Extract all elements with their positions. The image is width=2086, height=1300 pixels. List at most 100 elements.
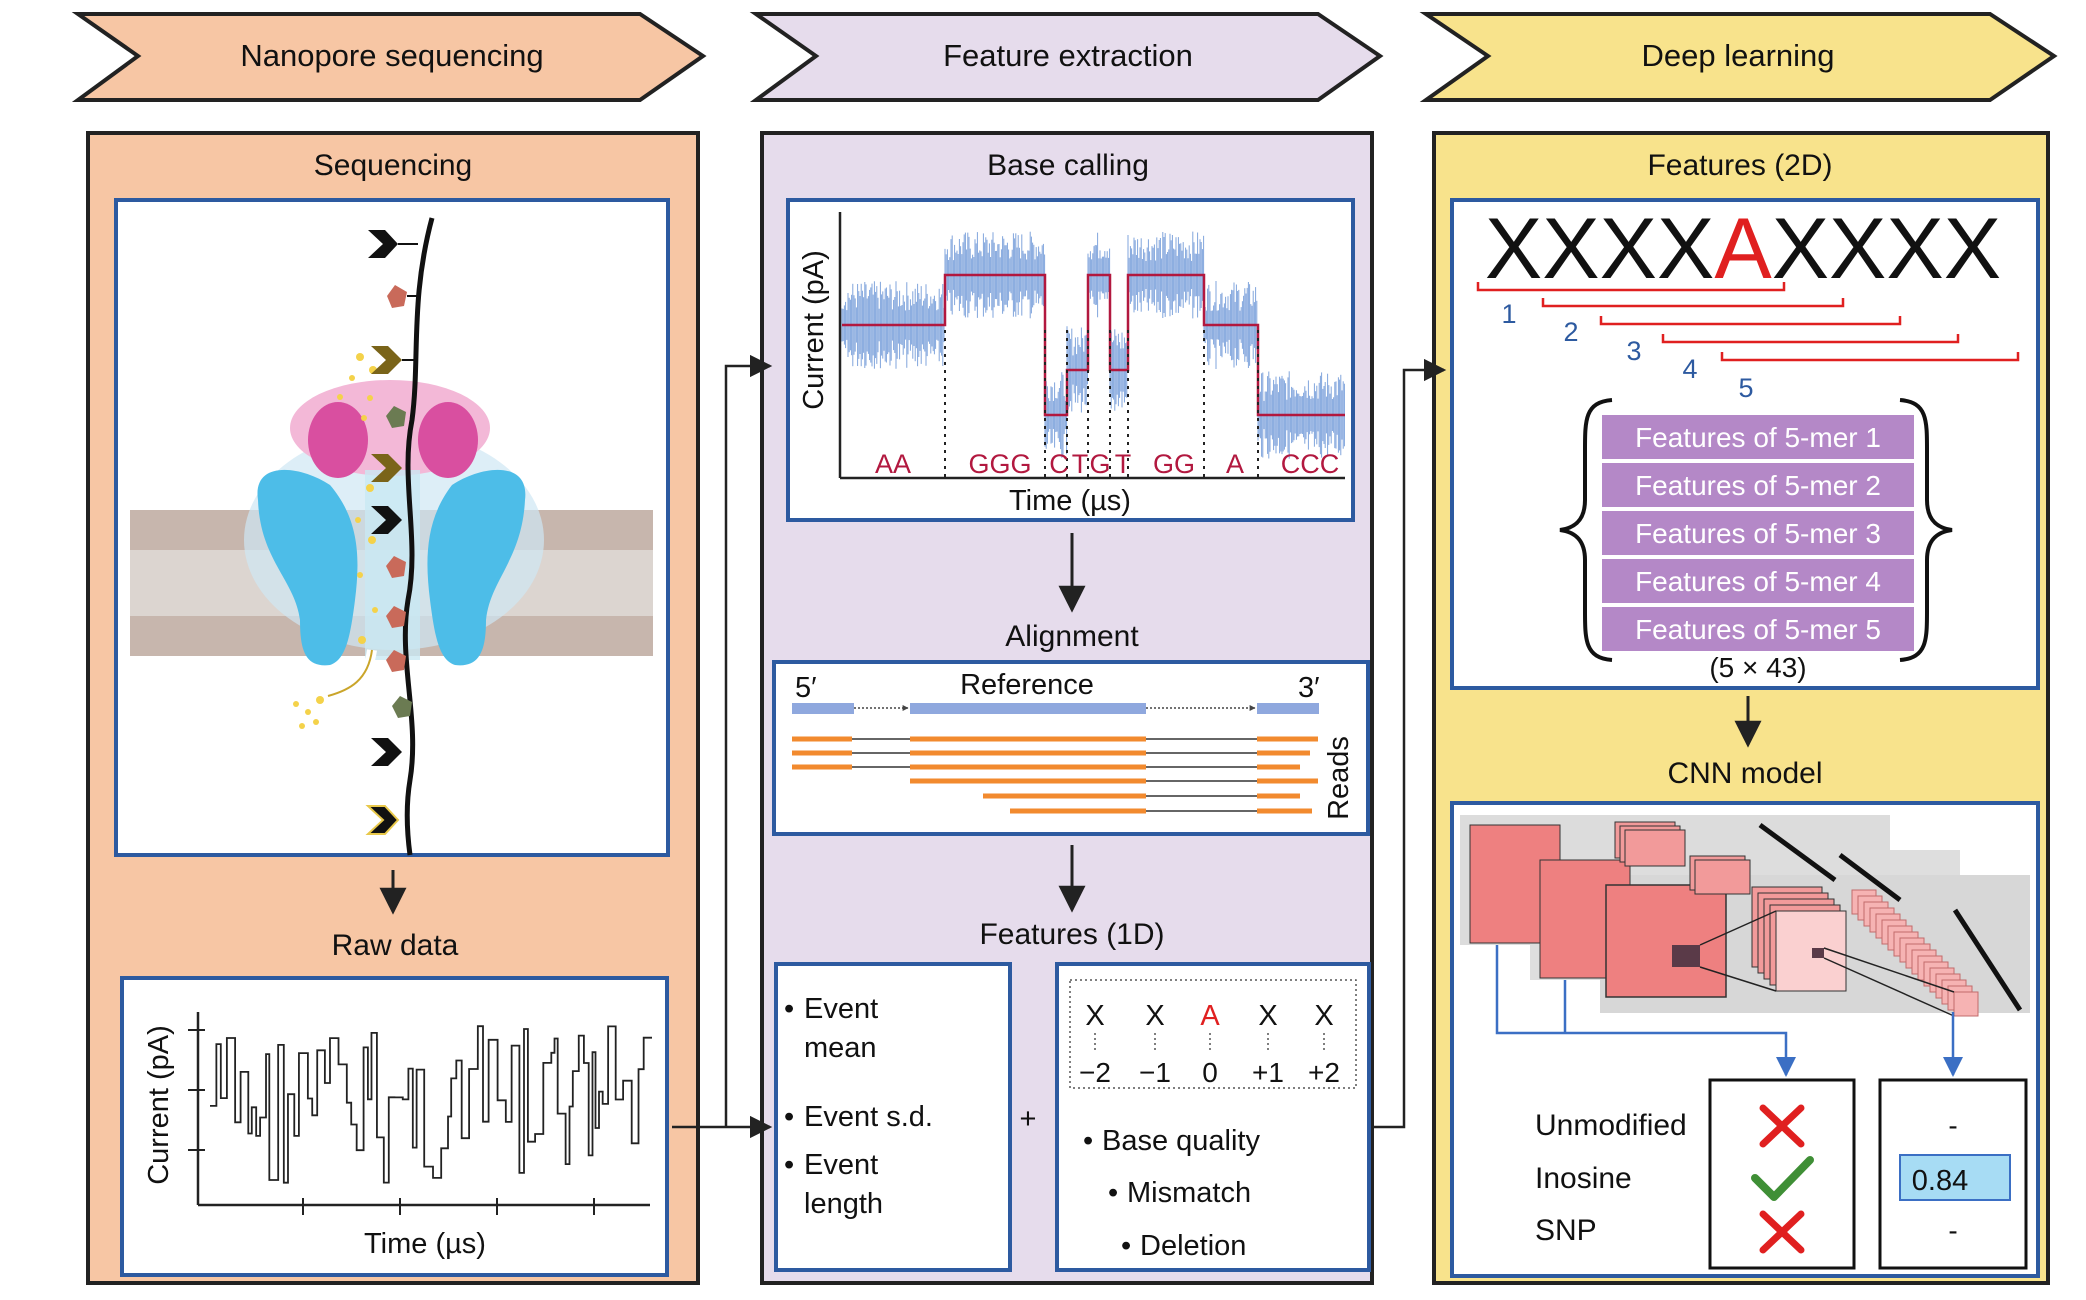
stage-chevron-3: [1419, 11, 2058, 102]
right-brace: [1899, 398, 1953, 662]
base-label: T: [1072, 449, 1089, 479]
feature-row-label: Features of 5-mer 3: [1635, 518, 1881, 549]
score-highlight: [1899, 1154, 2011, 1201]
feature-sequence: XXXXAXXXX: [1485, 201, 2001, 297]
dna-bases: [365, 230, 420, 835]
kmer-position: −2: [1079, 1057, 1111, 1088]
reference-exon-2: [910, 703, 1146, 714]
stage-header-2: Feature extraction: [749, 12, 1384, 102]
cnn-title: CNN model: [1667, 757, 1822, 790]
raw-data-title: Raw data: [332, 929, 459, 962]
pore-left-lobe: [257, 469, 358, 666]
cross-icon: [1759, 1210, 1805, 1254]
score-unmodified: -: [1948, 1110, 1957, 1141]
stage-chevron-1: [71, 12, 707, 102]
deletion-label: Deletion: [1140, 1230, 1246, 1262]
stage-label-1: Nanopore sequencing: [240, 38, 543, 73]
dna-strand: [402, 217, 435, 856]
base-features-list: • Base quality • Mismatch • Deletion: [1083, 1125, 1260, 1262]
cnn-kernel: [1672, 945, 1700, 967]
class-labels: Unmodified Inosine SNP: [1535, 1109, 1687, 1247]
cnn-to-class-connector: [1495, 945, 1796, 1077]
window-number: 5: [1738, 373, 1753, 403]
basecalling-base-labels: AA GGG C T G T GG A CCC: [875, 449, 1339, 479]
window-number: 4: [1682, 354, 1697, 384]
raw-x-label: Time (µs): [364, 1228, 486, 1260]
stage-header-1: Nanopore sequencing: [71, 12, 707, 102]
connector-features-to-deeplearning: [1372, 358, 1447, 1129]
cross-icon: [1759, 1104, 1805, 1148]
basecalling-event-steps: [842, 273, 1345, 417]
kmer-position: 0: [1202, 1057, 1218, 1088]
bullet: •: [784, 1149, 794, 1181]
base-label: GGG: [968, 449, 1031, 479]
cnn-input-layer: [1605, 884, 1727, 998]
kmer-position: −1: [1139, 1057, 1171, 1088]
kmer-window: [1069, 979, 1357, 1089]
ion-flow-arrow-outline: [327, 649, 373, 697]
class-marks-box: [1708, 1078, 1856, 1270]
kmer-positions: −2 −1 0 +1 +2: [1079, 1057, 1340, 1088]
feature-row-label: Features of 5-mer 5: [1635, 614, 1881, 645]
base-features-box: [1055, 962, 1371, 1272]
feature-row-label: Features of 5-mer 4: [1635, 566, 1881, 597]
basecalling-dividers: [944, 330, 1259, 478]
window-numbers: 1 2 3 4 5: [1501, 299, 1753, 403]
window-number: 1: [1501, 299, 1516, 329]
raw-data-box: [120, 976, 669, 1277]
reference-exon-1: [792, 703, 854, 714]
feature-row-label: Features of 5-mer 2: [1635, 470, 1881, 501]
matrix-dimensions: (5 × 43): [1709, 652, 1806, 683]
ion-dots: [293, 353, 378, 729]
stage-label-2: Feature extraction: [943, 38, 1193, 73]
reference-label: Reference: [960, 669, 1094, 701]
kmer-position: +2: [1308, 1057, 1340, 1088]
feature-row-label: Features of 5-mer 1: [1635, 422, 1881, 453]
reference-exon-3: [1257, 703, 1319, 714]
class-label-unmodified: Unmodified: [1535, 1109, 1687, 1142]
feature-row-bg: [1602, 415, 1914, 459]
basecalling-plot: Current (pA) Time (µs) AA GGG C T G T GG…: [798, 212, 1345, 517]
base-label: T: [1115, 449, 1132, 479]
mismatch-label: Mismatch: [1127, 1177, 1251, 1209]
feature-row-bg: [1602, 607, 1914, 651]
window-number: 2: [1563, 317, 1578, 347]
connector-raw-to-basecalling: [724, 354, 773, 1127]
features-2d-title: Features (2D): [1647, 149, 1832, 182]
left-brace: [1559, 398, 1613, 662]
alignment-diagram: 5′ 3′ Reference Reads: [792, 669, 1355, 820]
pore-right-lobe: [427, 469, 526, 666]
bullet: •: [784, 1101, 794, 1133]
bullet: •: [1108, 1177, 1118, 1209]
cnn-architecture: [1460, 815, 2030, 1017]
pore-cap-left-lobe: [308, 402, 368, 478]
score-inosine: 0.84: [1912, 1165, 1968, 1197]
bullet: •: [784, 993, 794, 1025]
feature-matrix: Features of 5-mer 1 Features of 5-mer 2 …: [1602, 415, 1914, 651]
kmer-letter: X: [1085, 1000, 1104, 1032]
stage-chevron-2: [749, 12, 1384, 102]
reads-label: Reads: [1323, 736, 1355, 820]
event-length-label-2: length: [804, 1188, 883, 1220]
bullet: •: [1121, 1230, 1131, 1262]
plus-sign: +: [1020, 1103, 1037, 1135]
kmer-letters: X X A X X: [1085, 1000, 1333, 1032]
sequencing-title: Sequencing: [314, 149, 472, 182]
feature-row-bg: [1602, 559, 1914, 603]
feature-row-bg: [1602, 511, 1914, 555]
raw-data-plot: Current (pA) Time (µs): [143, 1012, 652, 1260]
base-quality-label: Base quality: [1102, 1125, 1260, 1157]
event-mean-label: Event: [804, 993, 878, 1025]
class-label-snp: SNP: [1535, 1214, 1597, 1247]
class-label-inosine: Inosine: [1535, 1162, 1632, 1195]
base-label: C: [1049, 449, 1069, 479]
base-label: A: [1226, 449, 1244, 479]
event-mean-label-2: mean: [804, 1032, 877, 1064]
raw-y-label: Current (pA): [143, 1025, 175, 1185]
kmer-letter: X: [1258, 1000, 1277, 1032]
raw-signal-trace: [210, 1025, 652, 1184]
event-features-list: • Event mean • Event s.d. • Event length: [784, 993, 933, 1220]
kmer-letter-center: A: [1200, 1000, 1220, 1032]
score-snp: -: [1948, 1215, 1957, 1246]
base-label: GG: [1153, 449, 1195, 479]
